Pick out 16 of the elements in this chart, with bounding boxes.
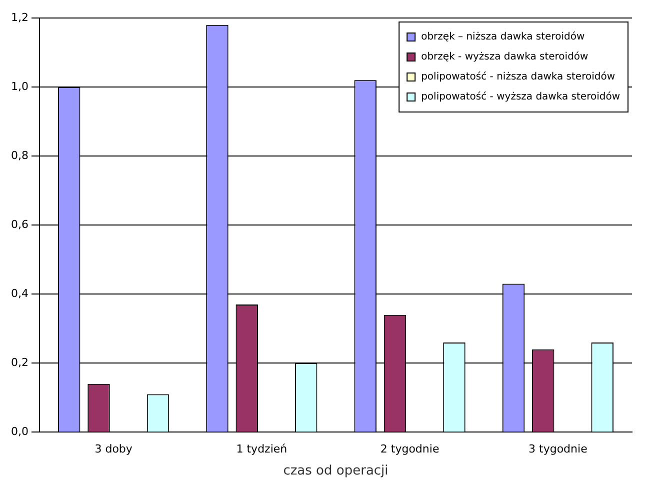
y-tick-label: 0,0: [10, 425, 28, 438]
y-tick-label: 0,8: [10, 148, 28, 162]
x-tick-label: 3 doby: [94, 442, 133, 456]
x-tick-label: 1 tydzień: [236, 442, 288, 456]
legend-label: obrzęk - wyższa dawka steroidów: [421, 52, 588, 63]
legend-label: polipowatość - niższa dawka steroidów: [421, 70, 616, 83]
x-axis-title: czas od operacji: [283, 464, 388, 479]
y-tick-label: 0,4: [10, 286, 28, 300]
x-tick-label: 2 tygodnie: [380, 442, 440, 456]
y-tick-label: 1,0: [10, 80, 28, 93]
x-tick-label: 3 tygodnie: [528, 442, 588, 456]
legend-label: polipowatość - wyższa dawka steroidów: [421, 90, 620, 103]
y-tick-label: 0,6: [10, 218, 28, 231]
legend-label: obrzęk – niższa dawka steroidów: [421, 32, 585, 43]
y-tick-label: 1,2: [10, 10, 28, 24]
y-tick-label: 0,2: [10, 356, 28, 370]
